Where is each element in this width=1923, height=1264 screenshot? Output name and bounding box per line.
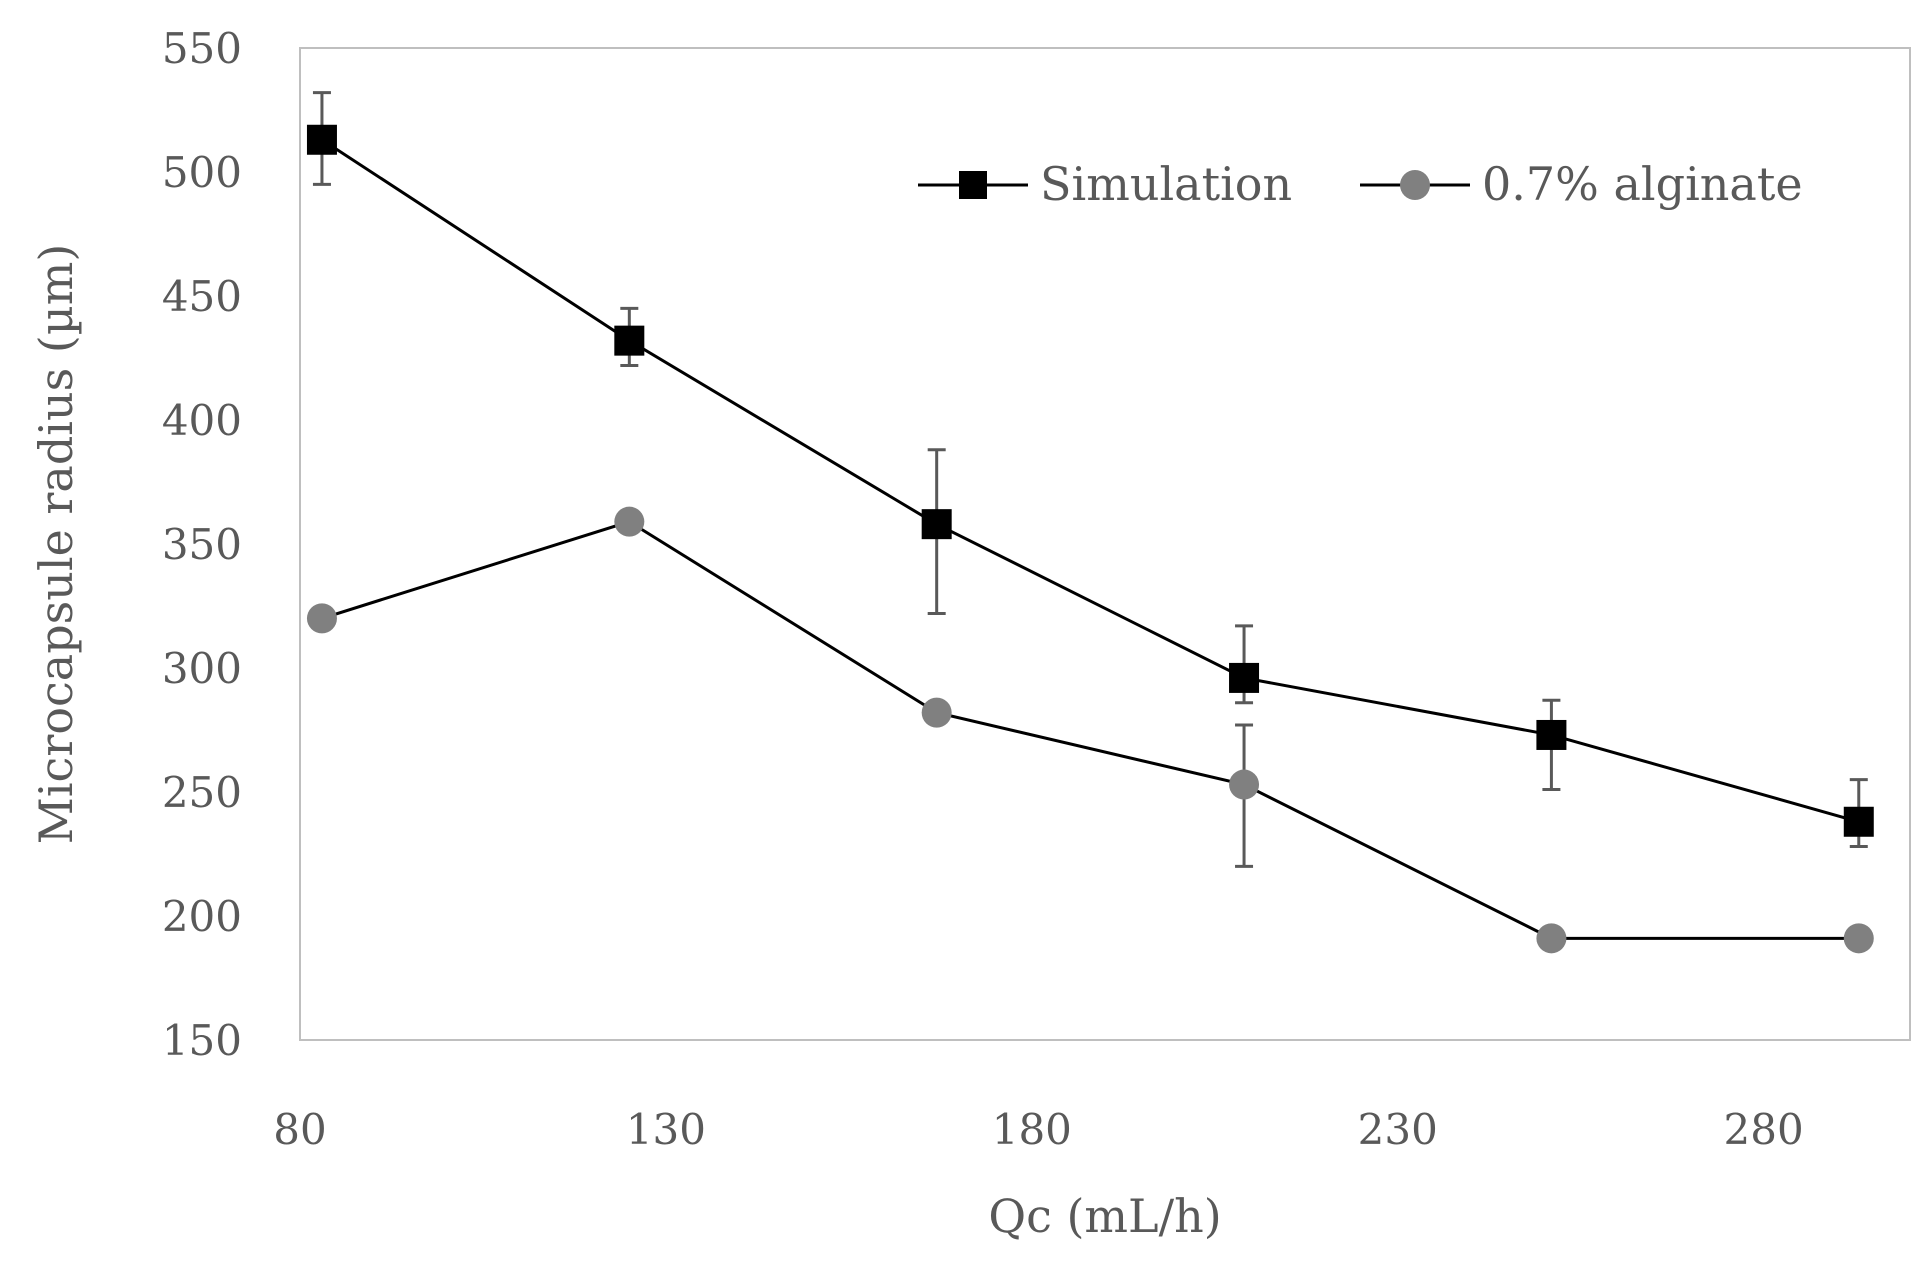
legend-simulation-label: Simulation — [1040, 157, 1292, 211]
y-tick-label: 450 — [162, 272, 242, 321]
alginate-line — [321, 520, 1859, 940]
simulation-point — [306, 124, 337, 155]
alginate-point — [614, 506, 645, 537]
x-tick-label: 80 — [273, 1105, 326, 1154]
x-axis-ticks: 80 130 180 230 280 — [273, 1105, 1803, 1154]
y-tick-label: 500 — [162, 148, 242, 197]
simulation-point — [614, 325, 645, 356]
simulation-line — [321, 138, 1860, 824]
y-tick-label: 550 — [162, 24, 242, 73]
alginate-point — [1536, 923, 1567, 954]
legend-simulation-marker — [959, 171, 987, 199]
y-tick-label: 350 — [162, 520, 242, 569]
y-tick-label: 150 — [162, 1016, 242, 1065]
legend: Simulation 0.7% alginate — [918, 157, 1803, 211]
y-tick-label: 200 — [162, 892, 242, 941]
simulation-point — [1843, 806, 1874, 837]
x-tick-label: 230 — [1358, 1105, 1438, 1154]
x-axis-title: Qc (mL/h) — [988, 1189, 1221, 1243]
y-axis-ticks: 150 200 250 300 350 400 450 500 550 — [162, 24, 242, 1065]
x-tick-label: 130 — [626, 1105, 706, 1154]
plot-area-frame — [299, 47, 1911, 1041]
x-tick-label: 180 — [992, 1105, 1072, 1154]
y-tick-label: 400 — [162, 396, 242, 445]
legend-alginate-label: 0.7% alginate — [1482, 157, 1803, 211]
alginate-point — [306, 603, 337, 634]
y-tick-label: 300 — [162, 644, 242, 693]
series-layer — [306, 91, 1874, 954]
alginate-point — [1843, 923, 1874, 954]
simulation-point — [1229, 662, 1260, 693]
x-tick-label: 280 — [1724, 1105, 1804, 1154]
alginate-point — [1229, 769, 1260, 800]
legend-alginate-marker — [1400, 170, 1430, 200]
simulation-point — [1536, 719, 1567, 750]
y-tick-label: 250 — [162, 768, 242, 817]
y-axis-title: Microcapsule radius (µm) — [29, 244, 83, 845]
alginate-point — [921, 697, 952, 728]
simulation-point — [921, 509, 952, 540]
